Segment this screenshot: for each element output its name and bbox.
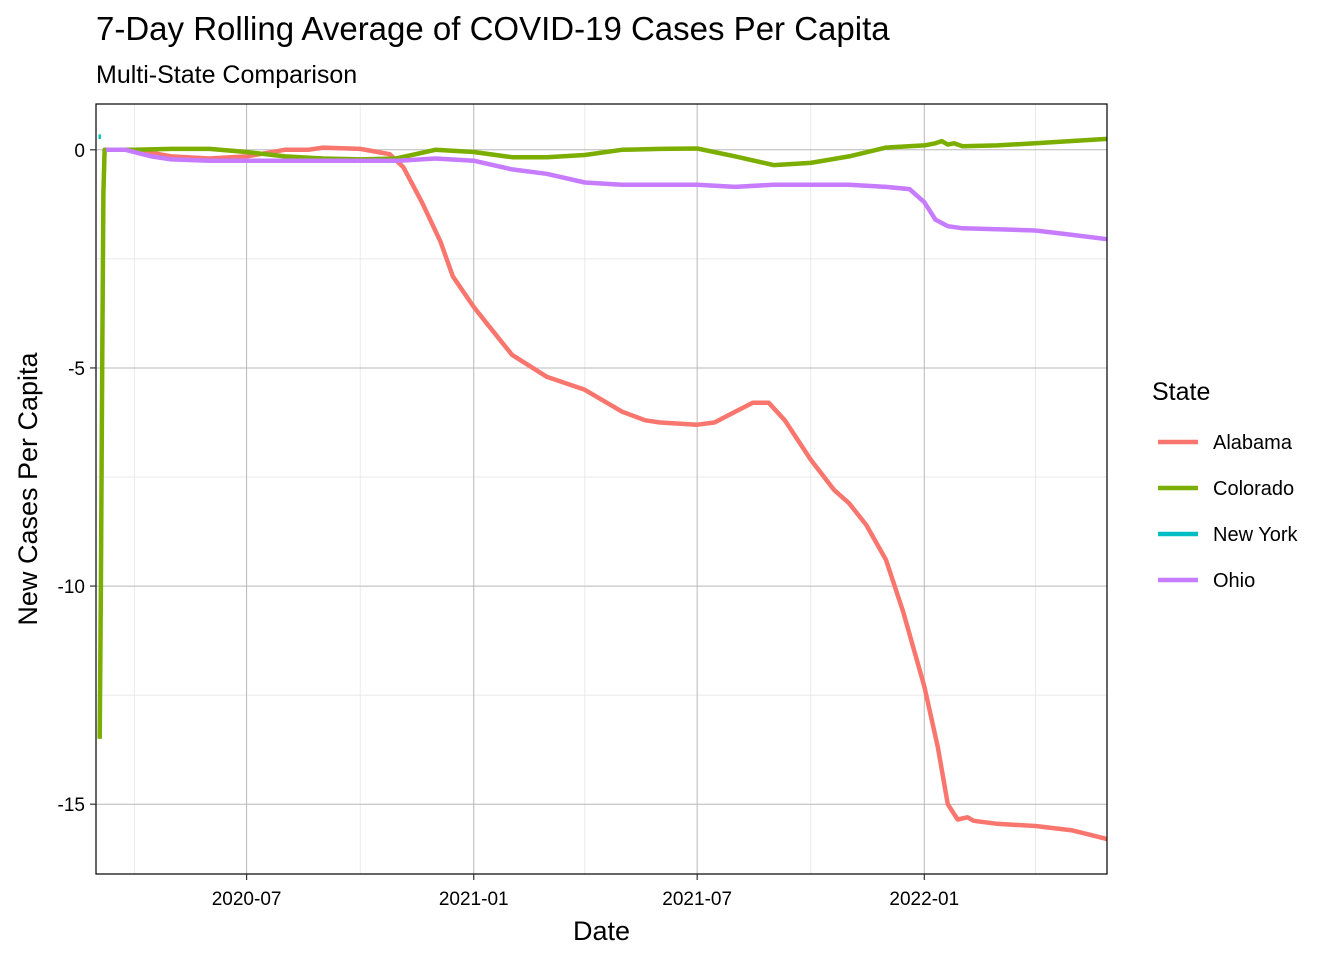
- legend-title: State: [1152, 378, 1210, 406]
- y-axis: 0 -5 -10 -15: [58, 141, 96, 816]
- panel-border: [95, 103, 1108, 875]
- x-axis-title: Date: [573, 916, 630, 946]
- x-tick-label: 2020-07: [212, 889, 282, 910]
- series-layer: [97, 134, 1108, 842]
- series-line-alabama: [110, 145, 1108, 842]
- y-tick-label: 0: [74, 141, 85, 162]
- chart-title: 7-Day Rolling Average of COVID-19 Cases …: [96, 10, 890, 47]
- legend-label: Colorado: [1213, 478, 1294, 500]
- x-axis: 2020-07 2021-01 2021-07 2022-01: [212, 874, 959, 910]
- y-tick-label: -10: [58, 577, 85, 598]
- y-axis-title: New Cases Per Capita: [13, 351, 43, 625]
- legend: State Alabama Colorado New York Ohio: [1152, 378, 1298, 592]
- chart-subtitle: Multi-State Comparison: [96, 61, 357, 89]
- legend-label: New York: [1213, 524, 1298, 546]
- x-tick-label: 2021-01: [439, 889, 509, 910]
- y-tick-label: -5: [68, 359, 85, 380]
- series-line-ohio: [105, 147, 1108, 242]
- y-tick-label: -15: [58, 795, 85, 816]
- series-line-colorado: [97, 136, 1108, 739]
- x-tick-label: 2022-01: [889, 889, 959, 910]
- x-tick-label: 2021-07: [662, 889, 732, 910]
- grid: [96, 104, 1107, 874]
- legend-label: Ohio: [1213, 570, 1255, 592]
- legend-label: Alabama: [1213, 432, 1293, 454]
